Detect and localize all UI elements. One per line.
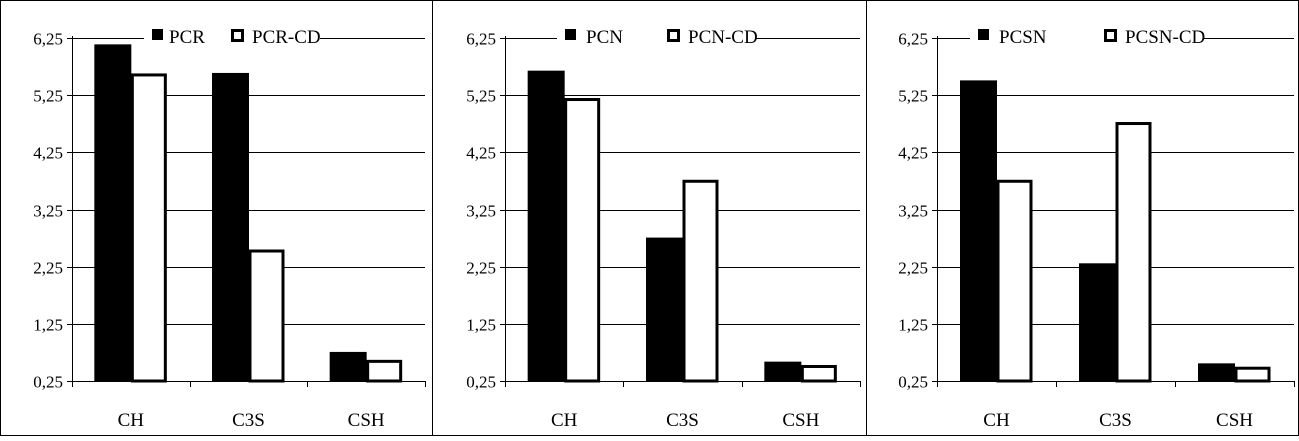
x-category-label: C3S <box>666 410 699 431</box>
legend-swatch-filled <box>152 29 163 40</box>
bar-pcr <box>329 351 367 382</box>
y-tick-label: 3,25 <box>33 202 63 221</box>
bar-pcn-cd <box>564 98 601 383</box>
y-tick-label: 4,25 <box>898 144 928 163</box>
y-tick-label: 6,25 <box>33 30 63 49</box>
y-tick-label: 5,25 <box>33 87 63 106</box>
x-category-label: CSH <box>782 410 819 431</box>
y-tick-label: 3,25 <box>898 202 928 221</box>
bar-pcsn-cd <box>1234 366 1271 383</box>
legend-swatch-hollow <box>1104 29 1117 42</box>
bar-pcr <box>94 44 132 382</box>
y-tick-label: 6,25 <box>898 30 928 49</box>
y-tick-label: 1,25 <box>33 316 63 335</box>
legend-swatch-hollow <box>667 29 680 42</box>
x-category-label: C3S <box>232 410 265 431</box>
y-tick-label: 1,25 <box>466 316 496 335</box>
y-tick-label: 2,25 <box>466 259 496 278</box>
legend-label: PCSN <box>999 27 1047 48</box>
legend-swatch-filled <box>978 29 989 40</box>
legend-label: PCN <box>586 27 623 48</box>
legend: PCN PCN-CD <box>557 23 758 49</box>
x-category-label: CSH <box>1216 410 1253 431</box>
legend-swatch-filled <box>565 29 576 40</box>
legend-background <box>557 23 756 49</box>
y-tick-label: 5,25 <box>898 87 928 106</box>
legend-label: PCSN-CD <box>1125 27 1205 48</box>
legend-label: PCN-CD <box>688 27 758 48</box>
y-tick-label: 4,25 <box>33 144 63 163</box>
bar-pcn-cd <box>800 364 837 383</box>
legend-background <box>970 23 1203 49</box>
y-tick-label: 2,25 <box>898 259 928 278</box>
chart-panel-3: 0,25 1,25 2,25 3,25 4,25 5,25 6,25 CH C3S CSH PCSN… <box>898 23 1295 431</box>
x-category-label: CSH <box>348 410 385 431</box>
y-tick-label: 0,25 <box>33 373 63 392</box>
y-tick-label: 1,25 <box>898 316 928 335</box>
legend: PCR PCR-CD <box>144 23 410 49</box>
x-category-label: CH <box>551 410 578 431</box>
y-tick-label: 4,25 <box>466 144 496 163</box>
bar-pcn <box>646 237 683 382</box>
y-tick-label: 0,25 <box>466 373 496 392</box>
legend-swatch-hollow <box>231 29 244 42</box>
legend-label: PCR-CD <box>252 27 321 48</box>
bar-pcsn-cd <box>996 179 1033 383</box>
y-tick-label: 0,25 <box>898 373 928 392</box>
y-tick-label: 5,25 <box>466 87 496 106</box>
bar-pcn <box>527 70 565 382</box>
bar-pcr-cd <box>248 249 285 383</box>
bar-pcn <box>764 361 802 382</box>
legend-label: PCR <box>169 27 205 48</box>
bar-pcsn <box>960 80 997 382</box>
bar-pcsn <box>1198 363 1235 382</box>
x-category-label: CH <box>983 410 1010 431</box>
legend: PCSN PCSN-CD <box>970 23 1292 49</box>
bar-pcr <box>212 72 249 382</box>
bar-pcsn <box>1079 263 1116 382</box>
bar-pcn-cd <box>682 179 719 383</box>
bar-pcsn-cd <box>1115 122 1152 383</box>
y-tick-label: 6,25 <box>466 30 496 49</box>
y-tick-label: 3,25 <box>466 202 496 221</box>
y-tick-label: 2,25 <box>33 259 63 278</box>
x-category-label: CH <box>118 410 145 431</box>
bar-pcr-cd <box>130 73 167 383</box>
x-category-label: C3S <box>1099 410 1132 431</box>
bar-pcr-cd <box>366 359 403 383</box>
